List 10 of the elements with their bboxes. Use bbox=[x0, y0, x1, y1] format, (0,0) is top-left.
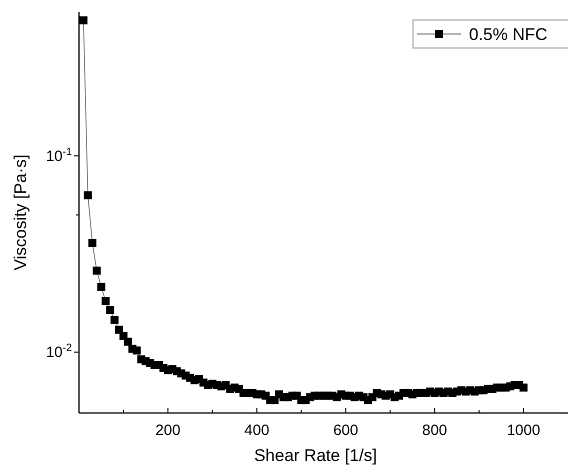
y-tick-label: 10$^{-2}$ bbox=[46, 342, 72, 362]
x-tick-label: 200 bbox=[155, 422, 180, 439]
x-tick-label: 400 bbox=[244, 422, 270, 439]
x-tick-label: 600 bbox=[333, 422, 358, 439]
y-tick-label: 10$^{-1}$ bbox=[46, 146, 72, 165]
y-axis-title: Viscosity [Pa·s] bbox=[11, 154, 30, 270]
x-tick-label: 800 bbox=[422, 422, 448, 439]
x-axis-title: Shear Rate [1/s] bbox=[254, 446, 377, 465]
x-tick-label: 1000 bbox=[506, 422, 540, 439]
legend-label: 0.5% NFC bbox=[469, 25, 548, 44]
